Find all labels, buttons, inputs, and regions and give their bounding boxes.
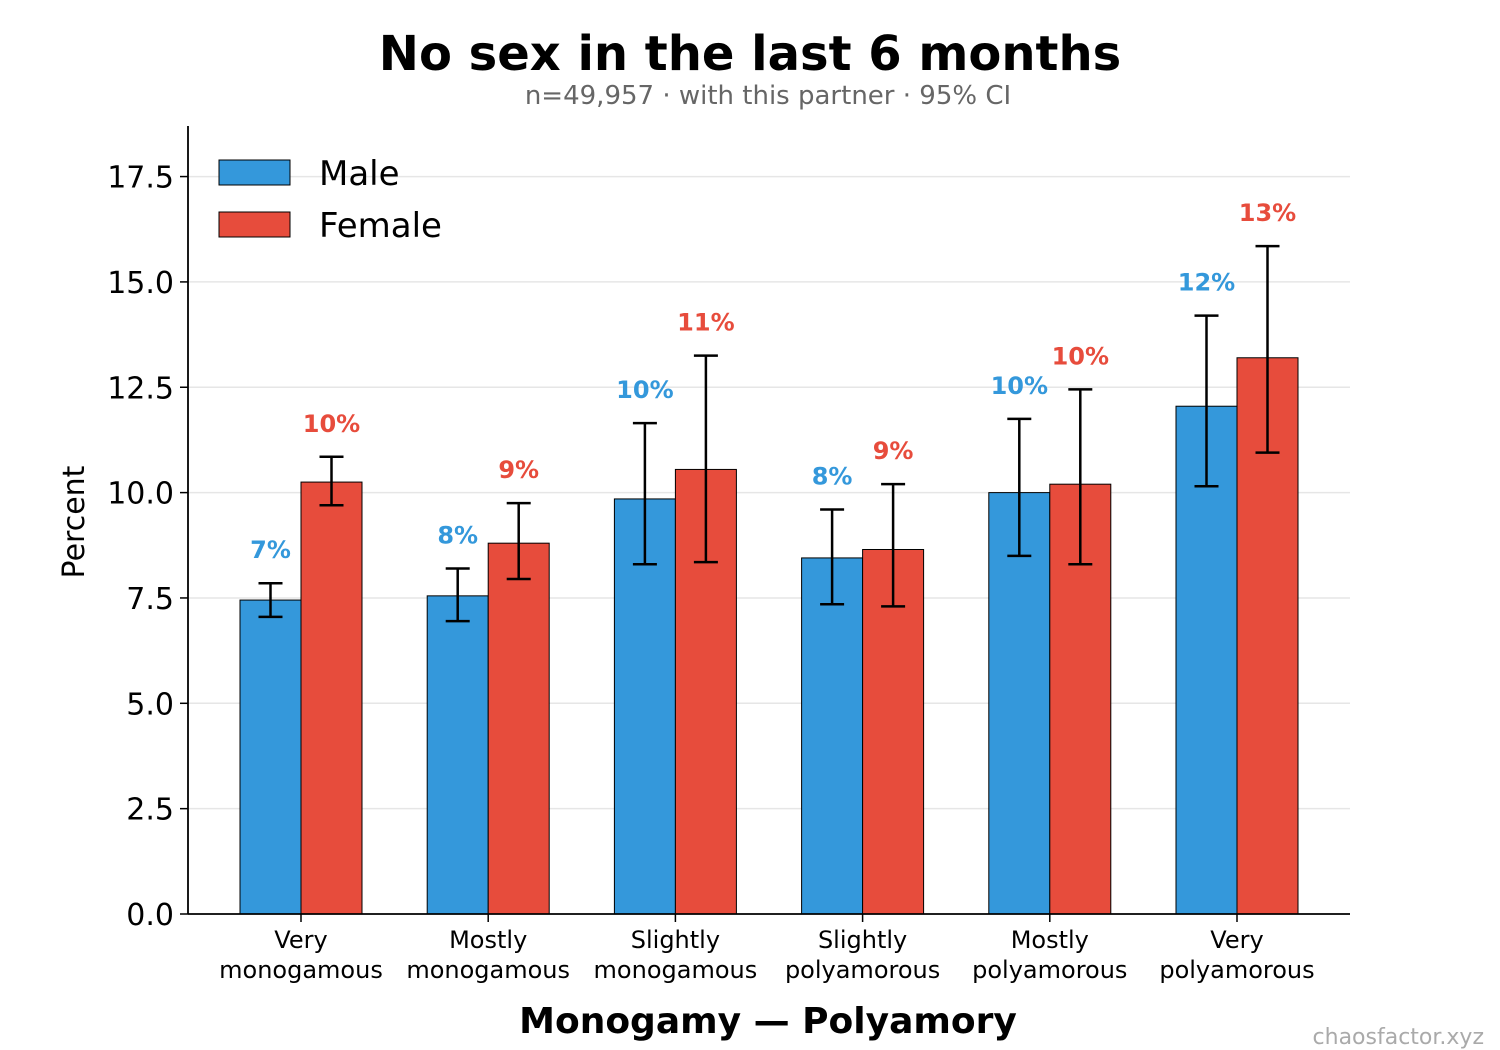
bar-female <box>862 548 925 915</box>
y-tick-label: 7.5 <box>126 582 174 617</box>
legend: Male Female <box>218 154 442 246</box>
axes <box>187 126 1350 915</box>
value-label: 10% <box>303 410 360 438</box>
bar-female <box>487 542 550 915</box>
x-tick-label: polyamorous <box>1159 956 1314 984</box>
x-tick-label: Slightly <box>818 926 907 954</box>
x-tick-label: Mostly <box>1011 926 1089 954</box>
y-tick-label: 2.5 <box>126 793 174 828</box>
value-label: 11% <box>677 309 734 337</box>
bar-female <box>300 481 363 915</box>
bar-male <box>988 492 1051 915</box>
x-tick-label: Slightly <box>631 926 720 954</box>
bar-male <box>801 557 864 915</box>
value-label: 10% <box>616 376 673 404</box>
y-tick-label: 12.5 <box>107 371 174 406</box>
legend-swatch-male <box>218 159 291 186</box>
x-ticks: VerymonogamousMostlymonogamousSlightlymo… <box>219 914 1315 984</box>
bar-female <box>1236 357 1299 915</box>
x-tick-label: polyamorous <box>785 956 940 984</box>
x-tick-label: monogamous <box>594 956 758 984</box>
chart-title: No sex in the last 6 months <box>379 26 1121 82</box>
legend-label-female: Female <box>319 206 442 246</box>
chart-subtitle: n=49,957 · with this partner · 95% CI <box>525 81 1011 111</box>
value-label: 8% <box>812 462 853 490</box>
value-label: 13% <box>1239 199 1296 227</box>
x-tick-label: Very <box>1210 926 1263 954</box>
y-axis-label: Percent <box>57 465 92 578</box>
value-label: 10% <box>991 372 1048 400</box>
y-ticks: 0.0 2.5 5.0 7.5 10.0 12.5 15.0 17.5 <box>107 161 188 933</box>
x-tick-label: Very <box>274 926 327 954</box>
bars <box>239 357 1299 915</box>
x-axis-label: Monogamy — Polyamory <box>519 1001 1017 1042</box>
x-tick-label: monogamous <box>406 956 570 984</box>
value-label: 9% <box>873 437 914 465</box>
y-tick-label: 15.0 <box>107 266 174 301</box>
value-label: 8% <box>437 521 478 549</box>
y-tick-label: 10.0 <box>107 477 174 512</box>
value-label: 12% <box>1178 269 1235 297</box>
legend-swatch-female <box>218 211 291 238</box>
value-label: 7% <box>250 536 291 564</box>
x-tick-label: monogamous <box>219 956 383 984</box>
x-tick-label: Mostly <box>449 926 527 954</box>
error-bars <box>258 244 1280 623</box>
bar-male <box>239 599 302 915</box>
y-tick-label: 17.5 <box>107 161 174 196</box>
value-label: 10% <box>1052 342 1109 370</box>
bar-male <box>426 595 489 915</box>
x-tick-label: polyamorous <box>972 956 1127 984</box>
gridlines <box>188 175 1350 810</box>
y-tick-label: 5.0 <box>126 687 174 722</box>
y-tick-label: 0.0 <box>126 898 174 933</box>
watermark: chaosfactor.xyz <box>1313 1025 1484 1050</box>
legend-label-male: Male <box>319 154 400 194</box>
value-labels: 7% 8% 10% 8% 10% 12% 10% 9% 11% 9% 10% 13% <box>250 199 1296 564</box>
value-label: 9% <box>498 456 539 484</box>
bar-male <box>1175 405 1238 915</box>
